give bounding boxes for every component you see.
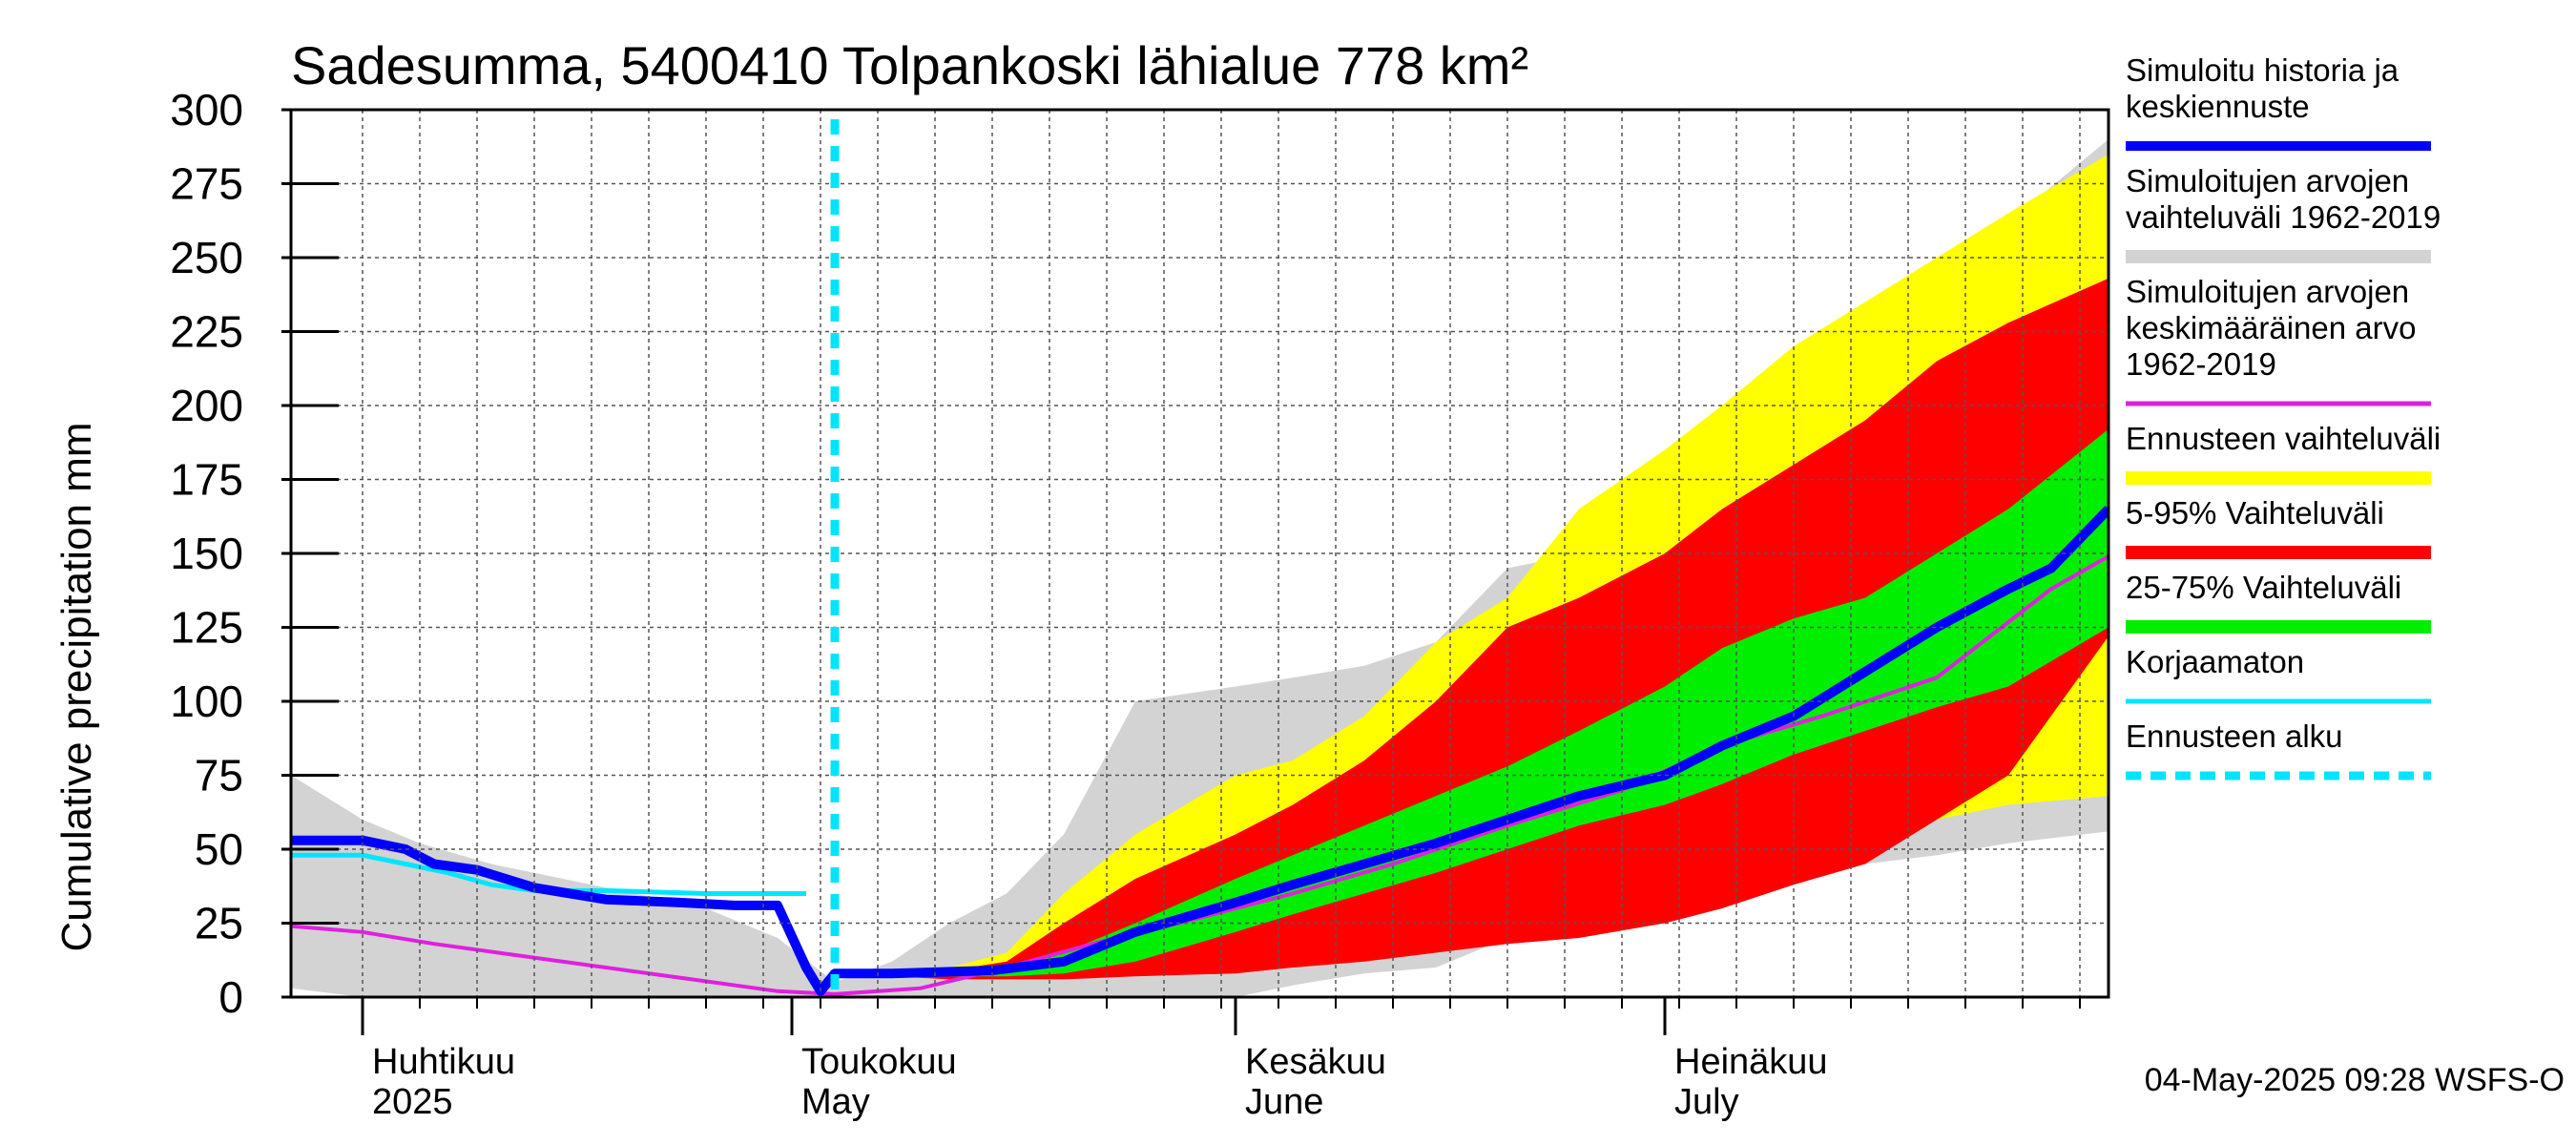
month-sublabel: May <box>801 1082 870 1122</box>
y-tick-label: 200 <box>170 381 243 430</box>
p5-95-band <box>835 278 2109 980</box>
legend-label: keskiennuste <box>2126 89 2310 124</box>
month-sublabel: July <box>1674 1082 1739 1122</box>
legend: Simuloitu historia jakeskiennusteSimuloi… <box>2126 52 2441 781</box>
grid-lines <box>291 110 2109 997</box>
y-tick-label: 25 <box>195 899 243 948</box>
legend-label: 1962-2019 <box>2126 346 2276 382</box>
mean-line <box>291 554 2109 996</box>
y-tick-label: 0 <box>218 972 243 1022</box>
month-sublabel: 2025 <box>372 1082 453 1122</box>
y-tick-label: 275 <box>170 159 243 209</box>
y-tick-label: 100 <box>170 677 243 726</box>
month-label: Huhtikuu <box>372 1042 515 1082</box>
legend-label: 5-95% Vaihteluväli <box>2126 495 2384 531</box>
legend-label: 25-75% Vaihteluväli <box>2126 570 2401 605</box>
legend-label: vaihteluväli 1962-2019 <box>2126 199 2441 235</box>
y-tick-label: 125 <box>170 603 243 653</box>
legend-item-p5-95: 5-95% Vaihteluväli <box>2126 495 2431 559</box>
y-tick-label: 175 <box>170 455 243 505</box>
legend-item-forecast-start: Ennusteen alku <box>2126 718 2431 781</box>
legend-label: Ennusteen vaihteluväli <box>2126 421 2441 456</box>
legend-label: Simuloitujen arvojen <box>2126 163 2409 198</box>
chart-title: Sadesumma, 5400410 Tolpankoski lähialue … <box>291 35 1528 95</box>
y-axis-label: Cumulative precipitation mm <box>53 422 100 951</box>
month-sublabel: June <box>1245 1082 1323 1122</box>
legend-item-uncorrected: Korjaamaton <box>2126 644 2431 704</box>
y-tick-label: 150 <box>170 529 243 578</box>
timestamp-label: 04-May-2025 09:28 WSFS-O <box>2145 1062 2565 1098</box>
legend-item-p25-75: 25-75% Vaihteluväli <box>2126 570 2431 634</box>
legend-label: Simuloitujen arvojen <box>2126 274 2409 309</box>
y-tick-label: 250 <box>170 233 243 282</box>
y-tick-label: 300 <box>170 85 243 135</box>
y-tick-label: 50 <box>195 824 243 874</box>
legend-label: Korjaamaton <box>2126 644 2304 679</box>
month-label: Heinäkuu <box>1674 1042 1828 1082</box>
month-label: Toukokuu <box>801 1042 957 1082</box>
plot-contents <box>291 139 2109 997</box>
y-tick-label: 75 <box>195 751 243 801</box>
y-tick-label: 225 <box>170 307 243 357</box>
legend-label: Simuloitu historia ja <box>2126 52 2399 88</box>
month-label: Kesäkuu <box>1245 1042 1386 1082</box>
legend-item-forecast-range: Ennusteen vaihteluväli <box>2126 421 2441 485</box>
uncorrected-line <box>291 852 806 896</box>
legend-label: keskimääräinen arvo <box>2126 310 2416 345</box>
p25-75-band <box>835 428 2109 977</box>
plot-area: 0 25 50 75 100 125 150 175 200 225 250 275 300 Huhtik… <box>170 85 2110 1122</box>
legend-label: Ennusteen alku <box>2126 718 2343 754</box>
